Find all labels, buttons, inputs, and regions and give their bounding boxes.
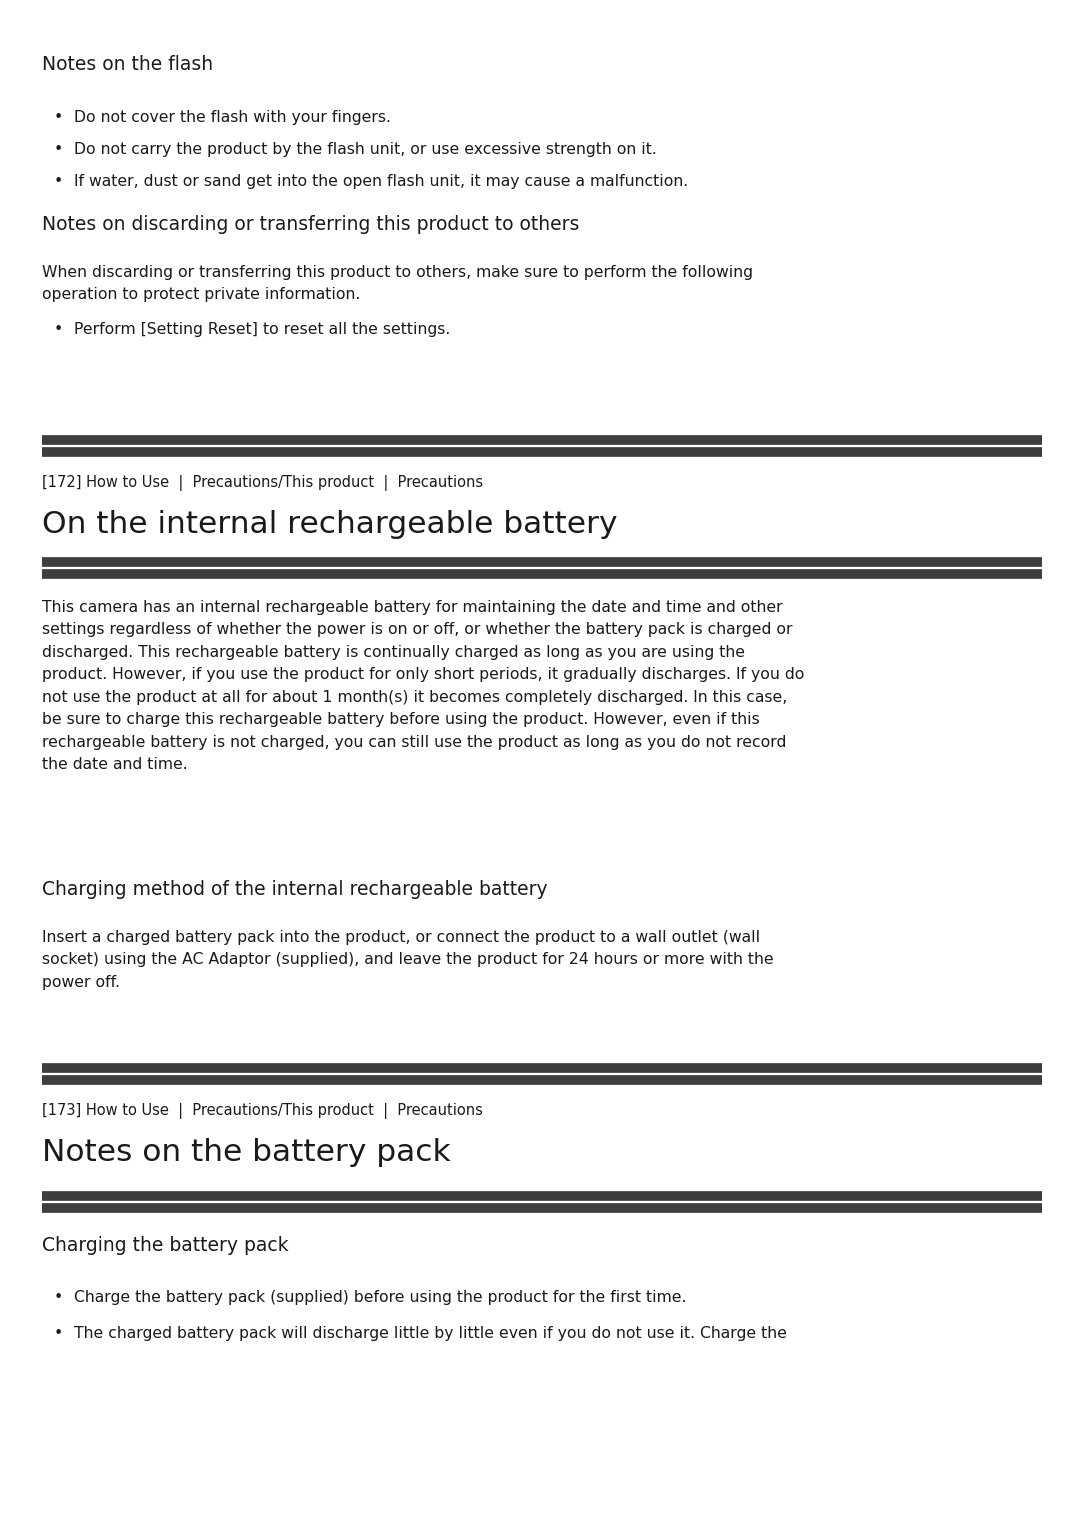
Text: •: •: [54, 1290, 64, 1305]
Text: [172] How to Use  |  Precautions/This product  |  Precautions: [172] How to Use | Precautions/This prod…: [42, 475, 483, 490]
Text: Insert a charged battery pack into the product, or connect the product to a wall: Insert a charged battery pack into the p…: [42, 931, 773, 990]
Text: When discarding or transferring this product to others, make sure to perform the: When discarding or transferring this pro…: [42, 264, 753, 301]
Text: •: •: [54, 1326, 64, 1342]
Text: If water, dust or sand get into the open flash unit, it may cause a malfunction.: If water, dust or sand get into the open…: [75, 174, 688, 189]
Text: Perform [Setting Reset] to reset all the settings.: Perform [Setting Reset] to reset all the…: [75, 322, 450, 338]
Text: •: •: [54, 110, 64, 125]
Text: •: •: [54, 142, 64, 157]
Text: This camera has an internal rechargeable battery for maintaining the date and ti: This camera has an internal rechargeable…: [42, 601, 805, 772]
Text: Notes on the flash: Notes on the flash: [42, 55, 213, 73]
Text: On the internal rechargeable battery: On the internal rechargeable battery: [42, 510, 618, 539]
Text: •: •: [54, 174, 64, 189]
Text: Notes on the battery pack: Notes on the battery pack: [42, 1138, 450, 1167]
Text: Charging method of the internal rechargeable battery: Charging method of the internal recharge…: [42, 880, 548, 898]
Text: Notes on discarding or transferring this product to others: Notes on discarding or transferring this…: [42, 215, 579, 234]
Text: [173] How to Use  |  Precautions/This product  |  Precautions: [173] How to Use | Precautions/This prod…: [42, 1103, 483, 1118]
Text: Do not cover the flash with your fingers.: Do not cover the flash with your fingers…: [75, 110, 391, 125]
Text: Charging the battery pack: Charging the battery pack: [42, 1236, 288, 1254]
Text: Charge the battery pack (supplied) before using the product for the first time.: Charge the battery pack (supplied) befor…: [75, 1290, 687, 1305]
Text: Do not carry the product by the flash unit, or use excessive strength on it.: Do not carry the product by the flash un…: [75, 142, 657, 157]
Text: •: •: [54, 322, 64, 338]
Text: The charged battery pack will discharge little by little even if you do not use : The charged battery pack will discharge …: [75, 1326, 787, 1342]
